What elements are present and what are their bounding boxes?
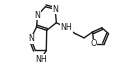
- Text: N: N: [28, 34, 34, 43]
- Text: NH: NH: [35, 55, 47, 64]
- Text: N: N: [52, 5, 58, 14]
- Text: NH: NH: [61, 23, 72, 32]
- Text: N: N: [34, 11, 40, 20]
- Text: O: O: [91, 39, 97, 48]
